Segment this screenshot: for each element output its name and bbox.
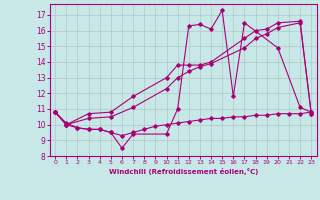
X-axis label: Windchill (Refroidissement éolien,°C): Windchill (Refroidissement éolien,°C): [108, 168, 258, 175]
